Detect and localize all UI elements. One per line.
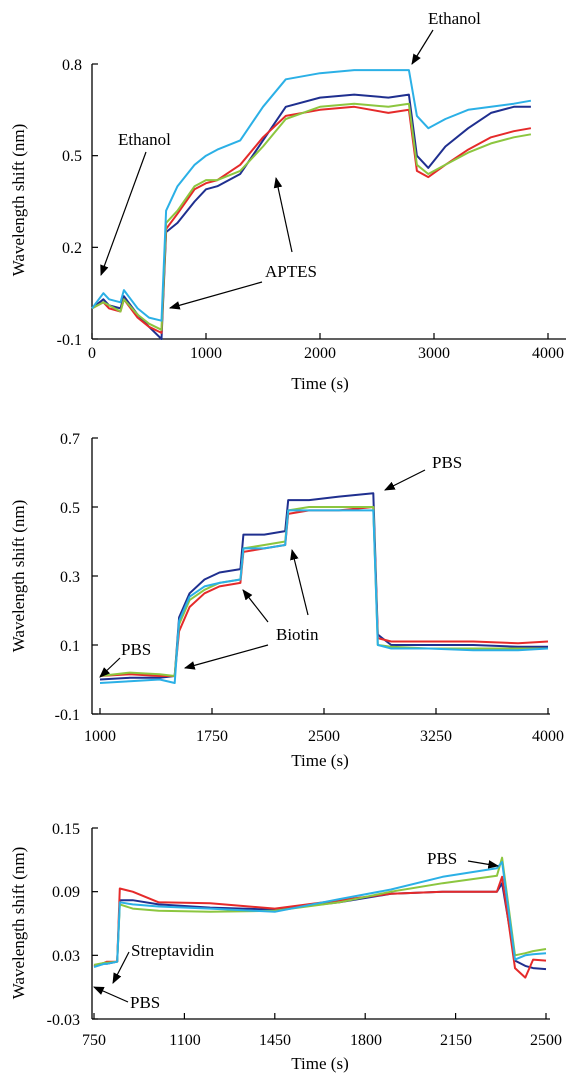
tick-marks	[91, 63, 549, 340]
annotation-pbs-1: PBS	[121, 640, 151, 659]
y-tick-label: 0.03	[52, 948, 80, 965]
series-lines	[93, 856, 547, 979]
y-tick-labels: -0.1 0.1 0.3 0.5 0.7	[55, 431, 80, 724]
y-tick-label: 0.5	[62, 148, 82, 165]
annotation-arrow	[273, 176, 293, 253]
x-tick-label: 2000	[304, 345, 336, 362]
x-tick-label: 3000	[418, 345, 450, 362]
x-tick-label: 1750	[196, 728, 228, 745]
annotation-pbs-1: PBS	[130, 993, 160, 1012]
y-tick-labels: -0.03 0.03 0.09 0.15	[47, 821, 80, 1029]
x-tick-label: 1450	[259, 1032, 291, 1049]
annotation-arrow	[99, 657, 121, 678]
series-line	[93, 861, 547, 968]
y-tick-label: 0.5	[60, 500, 80, 517]
series-line	[91, 102, 532, 331]
annotation-aptes: APTES	[265, 262, 317, 281]
annotation-arrow	[112, 951, 130, 984]
annotation-ethanol-2: Ethanol	[428, 9, 481, 28]
x-tick-label: 3250	[420, 728, 452, 745]
y-tick-label: 0.09	[52, 884, 80, 901]
annotations: PBS Streptavidin PBS	[93, 849, 500, 1012]
x-tick-labels: 0 1000 2000 3000 4000	[88, 345, 564, 362]
series-line	[91, 69, 532, 322]
series-lines	[91, 69, 532, 340]
y-tick-label: 0.2	[62, 240, 82, 257]
x-axis-label: Time (s)	[291, 1054, 348, 1073]
y-tick-label: -0.1	[57, 332, 82, 349]
annotation-streptavidin: Streptavidin	[131, 941, 215, 960]
x-tick-label: 2150	[440, 1032, 472, 1049]
annotation-arrow	[183, 644, 269, 670]
y-tick-label: -0.1	[55, 707, 80, 724]
tick-marks	[92, 827, 547, 1020]
series-line	[91, 93, 531, 340]
x-tick-label: 1100	[169, 1032, 200, 1049]
y-tick-label: 0.7	[60, 431, 80, 448]
x-tick-label: 0	[88, 345, 96, 362]
chart-panel-1: 0 1000 2000 3000 4000 -0.1 0.2 0.5 0.8 T…	[9, 9, 566, 393]
x-tick-label: 4000	[532, 728, 564, 745]
series-lines	[99, 492, 549, 684]
y-tick-label: 0.15	[52, 821, 80, 838]
x-tick-label: 1000	[190, 345, 222, 362]
series-line	[93, 875, 547, 979]
y-tick-label: 0.1	[60, 638, 80, 655]
annotation-pbs-2: PBS	[427, 849, 457, 868]
series-line	[99, 509, 549, 684]
annotation-arrow	[242, 589, 269, 623]
chart-panel-2: 1000 1750 2500 3250 4000 -0.1 0.1 0.3 0.…	[9, 431, 564, 770]
x-tick-labels: 750 1100 1450 1800 2150 2500	[82, 1032, 562, 1049]
annotation-arrow	[100, 151, 147, 277]
x-tick-label: 1800	[350, 1032, 382, 1049]
x-tick-labels: 1000 1750 2500 3250 4000	[84, 728, 564, 745]
annotation-biotin: Biotin	[276, 625, 319, 644]
y-axis-label: Wavelength shift (nm)	[9, 124, 28, 277]
annotation-pbs-2: PBS	[432, 453, 462, 472]
annotations: PBS PBS Biotin	[99, 453, 462, 678]
x-tick-label: 750	[82, 1032, 106, 1049]
annotation-arrow	[411, 29, 434, 65]
annotation-arrow	[168, 281, 263, 310]
x-axis-label: Time (s)	[291, 374, 348, 393]
y-tick-labels: -0.1 0.2 0.5 0.8	[57, 57, 82, 349]
x-axis-label: Time (s)	[291, 751, 348, 770]
y-axis-label: Wavelength shift (nm)	[9, 847, 28, 1000]
annotations: Ethanol Ethanol APTES	[100, 9, 481, 310]
x-tick-label: 1000	[84, 728, 116, 745]
annotation-ethanol-1: Ethanol	[118, 130, 171, 149]
y-tick-label: 0.3	[60, 569, 80, 586]
annotation-arrow	[467, 860, 500, 869]
annotation-arrow	[384, 469, 426, 491]
chart-panel-3: 750 1100 1450 1800 2150 2500 -0.03 0.03 …	[9, 821, 562, 1073]
x-tick-label: 4000	[532, 345, 564, 362]
annotation-arrow	[93, 986, 129, 1003]
x-tick-label: 2500	[530, 1032, 562, 1049]
annotation-arrow	[290, 548, 309, 616]
y-tick-label: 0.8	[62, 57, 82, 74]
y-tick-label: -0.03	[47, 1012, 80, 1029]
y-axis-label: Wavelength shift (nm)	[9, 500, 28, 653]
series-line	[99, 492, 548, 681]
tick-marks	[92, 437, 549, 715]
x-tick-label: 2500	[308, 728, 340, 745]
